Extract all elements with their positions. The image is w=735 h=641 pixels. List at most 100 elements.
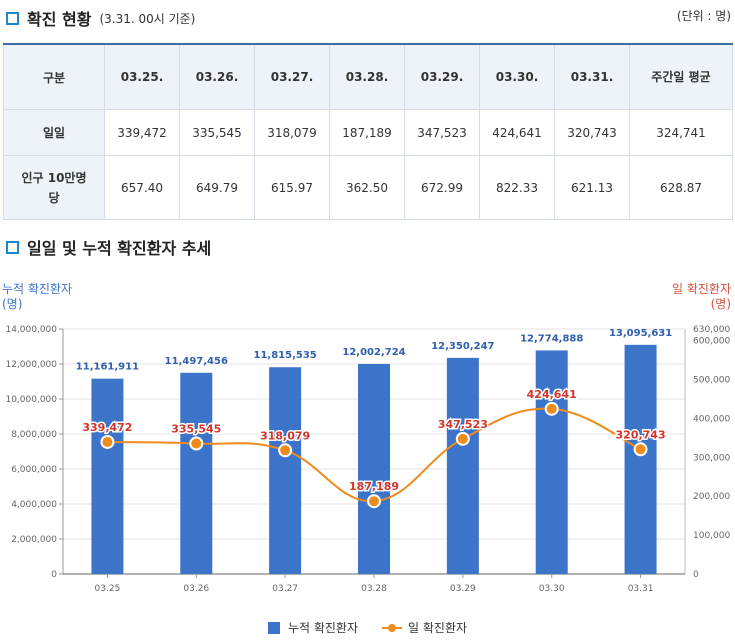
x-tick-label: 03.28 bbox=[361, 584, 387, 594]
table-row: 일일 339,472 335,545 318,079 187,189 347,5… bbox=[3, 109, 733, 156]
bar-data-label: 12,350,247 bbox=[431, 341, 494, 352]
right-tick-label: 300,000 bbox=[693, 453, 730, 463]
line-point bbox=[544, 401, 559, 416]
square-bullet-icon bbox=[6, 240, 19, 254]
bar bbox=[358, 363, 390, 574]
line-data-label: 347,523 bbox=[438, 418, 488, 431]
line-data-label: 339,472 bbox=[82, 421, 132, 434]
legend-label: 일 확진환자 bbox=[408, 621, 468, 635]
section-title: 일일 및 누적 확진환자 추세 bbox=[27, 239, 212, 258]
status-table: 구분 03.25. 03.26. 03.27. 03.28. 03.29. 03… bbox=[3, 43, 733, 220]
legend-item-bar: 누적 확진환자 bbox=[267, 619, 359, 636]
line-data-label: 187,189 bbox=[349, 480, 399, 493]
bar bbox=[91, 378, 124, 574]
x-tick-label: 03.29 bbox=[450, 584, 476, 594]
x-tick-label: 03.27 bbox=[272, 584, 298, 594]
table-header-row: 구분 03.25. 03.26. 03.27. 03.28. 03.29. 03… bbox=[3, 43, 733, 110]
legend-bar-swatch-icon bbox=[267, 621, 280, 634]
table-cell: 187,189 bbox=[329, 109, 405, 156]
table-cell: 628.87 bbox=[629, 155, 733, 220]
bar-data-label: 11,161,911 bbox=[76, 362, 139, 373]
bar bbox=[446, 357, 479, 574]
table-header-cell: 주간일 평균 bbox=[629, 43, 733, 110]
line-point bbox=[455, 431, 470, 446]
bar-data-label: 12,774,888 bbox=[520, 333, 583, 344]
line-point bbox=[100, 434, 115, 449]
square-bullet-icon bbox=[6, 11, 19, 25]
line-data-label: 424,641 bbox=[527, 388, 577, 401]
trend-chart: 0 2,000,000 4,000,000 6,000,000 8,000,000 10,… bbox=[2, 282, 731, 594]
x-tick-label: 03.26 bbox=[183, 584, 209, 594]
line-point bbox=[367, 494, 381, 509]
table-header-cell: 03.31. bbox=[554, 43, 630, 110]
table-cell: 649.79 bbox=[179, 155, 255, 220]
table-header-cell: 03.28. bbox=[329, 43, 405, 110]
legend-line-swatch-icon bbox=[382, 622, 403, 634]
line-data-label: 335,545 bbox=[171, 423, 221, 436]
bar bbox=[269, 367, 302, 574]
table-cell: 657.40 bbox=[104, 155, 180, 220]
bar bbox=[624, 344, 657, 574]
row-label: 일일 bbox=[3, 109, 105, 156]
legend-label: 누적 확진환자 bbox=[287, 621, 359, 635]
table-cell: 318,079 bbox=[254, 109, 330, 156]
table-cell: 424,641 bbox=[479, 109, 555, 156]
right-axis-title: 일 확진환자 bbox=[672, 282, 731, 296]
right-tick-label: 200,000 bbox=[693, 492, 730, 502]
left-axis-title: (명) bbox=[2, 297, 22, 311]
section-header-status: 확진 현황 (3.31. 00시 기준) bbox=[6, 6, 195, 30]
bar bbox=[180, 372, 213, 574]
line-point bbox=[633, 442, 648, 457]
right-tick-label: 600,000 bbox=[693, 337, 730, 347]
right-tick-label: 100,000 bbox=[693, 531, 730, 541]
table-cell: 362.50 bbox=[329, 155, 405, 220]
bar-data-label: 13,095,631 bbox=[609, 328, 672, 339]
right-tick-label: 630,000 bbox=[693, 325, 730, 335]
right-tick-label: 0 bbox=[693, 570, 699, 580]
left-tick-label: 8,000,000 bbox=[11, 430, 57, 440]
bar bbox=[535, 350, 568, 574]
bar-data-label: 11,497,456 bbox=[165, 356, 228, 367]
section-header-trend: 일일 및 누적 확진환자 추세 bbox=[6, 235, 211, 259]
table-cell: 347,523 bbox=[404, 109, 480, 156]
right-axis-title: (명) bbox=[711, 297, 731, 311]
x-tick-label: 03.25 bbox=[95, 584, 121, 594]
table-header-cell: 03.30. bbox=[479, 43, 555, 110]
section-title: 확진 현황 bbox=[27, 10, 92, 29]
x-tick-label: 03.30 bbox=[539, 584, 565, 594]
left-tick-label: 4,000,000 bbox=[11, 500, 57, 510]
row-label: 인구 10만명당 bbox=[3, 155, 105, 220]
left-tick-label: 0 bbox=[51, 570, 57, 580]
legend-item-line: 일 확진환자 bbox=[382, 619, 467, 636]
table-cell: 320,743 bbox=[554, 109, 630, 156]
x-tick-label: 03.31 bbox=[628, 584, 654, 594]
table-cell: 621.13 bbox=[554, 155, 630, 220]
right-tick-label: 500,000 bbox=[693, 376, 730, 386]
line-point bbox=[278, 443, 293, 458]
left-tick-label: 12,000,000 bbox=[5, 360, 57, 370]
table-cell: 335,545 bbox=[179, 109, 255, 156]
table-cell: 822.33 bbox=[479, 155, 555, 220]
left-axis-title: 누적 확진환자 bbox=[2, 282, 72, 296]
table-header-cell: 03.25. bbox=[104, 43, 180, 110]
table-cell: 615.97 bbox=[254, 155, 330, 220]
chart-legend: 누적 확진환자 일 확진환자 bbox=[0, 619, 735, 636]
section-subtitle: (3.31. 00시 기준) bbox=[99, 11, 196, 26]
left-tick-label: 2,000,000 bbox=[11, 535, 57, 545]
table-header-cell: 03.29. bbox=[404, 43, 480, 110]
left-tick-label: 10,000,000 bbox=[5, 395, 57, 405]
left-tick-label: 14,000,000 bbox=[5, 325, 57, 335]
right-tick-label: 400,000 bbox=[693, 414, 730, 424]
line-data-label: 318,079 bbox=[260, 429, 310, 442]
table-row: 인구 10만명당 657.40 649.79 615.97 362.50 672… bbox=[3, 155, 733, 220]
table-cell: 339,472 bbox=[104, 109, 180, 156]
table-cell: 324,741 bbox=[629, 109, 733, 156]
bar-data-label: 11,815,535 bbox=[254, 350, 317, 361]
table-cell: 672.99 bbox=[404, 155, 480, 220]
line-point bbox=[189, 436, 204, 451]
unit-label: (단위 : 명) bbox=[676, 9, 731, 23]
line-data-label: 320,743 bbox=[616, 428, 666, 441]
table-header-cell: 구분 bbox=[3, 43, 105, 110]
table-header-cell: 03.26. bbox=[179, 43, 255, 110]
table-header-cell: 03.27. bbox=[254, 43, 330, 110]
